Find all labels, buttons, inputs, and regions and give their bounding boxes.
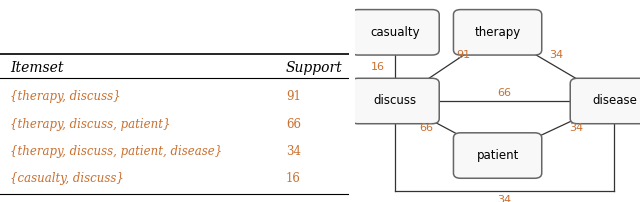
Text: 91: 91 (286, 90, 301, 103)
FancyBboxPatch shape (570, 78, 640, 124)
Text: Support: Support (286, 61, 343, 75)
Text: 66: 66 (498, 88, 512, 98)
Text: 16: 16 (371, 62, 385, 72)
FancyBboxPatch shape (351, 10, 439, 55)
Text: 66: 66 (286, 118, 301, 131)
Text: disease: disease (592, 95, 637, 107)
Text: {therapy, discuss, patient}: {therapy, discuss, patient} (10, 118, 171, 131)
Text: 16: 16 (286, 172, 301, 185)
Text: 91: 91 (456, 49, 470, 60)
Text: patient: patient (476, 149, 519, 162)
Text: {therapy, discuss}: {therapy, discuss} (10, 90, 121, 103)
Text: discuss: discuss (374, 95, 417, 107)
Text: {casualty, discuss}: {casualty, discuss} (10, 172, 124, 185)
Text: 34: 34 (286, 145, 301, 158)
Text: {therapy, discuss, patient, disease}: {therapy, discuss, patient, disease} (10, 145, 223, 158)
Text: Itemset: Itemset (10, 61, 64, 75)
FancyBboxPatch shape (454, 133, 541, 178)
FancyBboxPatch shape (454, 10, 541, 55)
Text: therapy: therapy (474, 26, 521, 39)
Text: 34: 34 (569, 123, 583, 133)
Text: 66: 66 (419, 123, 433, 133)
Text: 34: 34 (498, 195, 512, 202)
Text: casualty: casualty (371, 26, 420, 39)
Text: 34: 34 (549, 49, 563, 60)
FancyBboxPatch shape (351, 78, 439, 124)
